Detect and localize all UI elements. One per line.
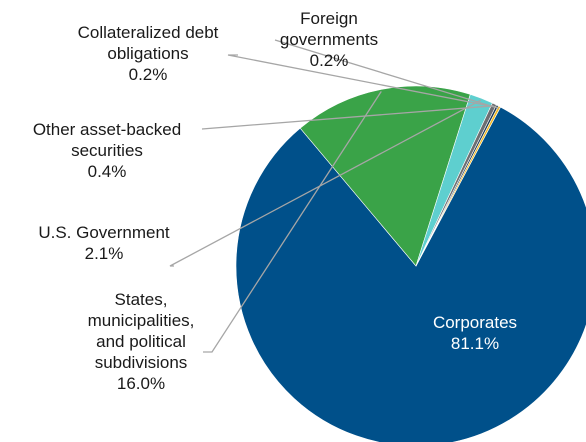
category-label-u-s-government-line-1: U.S. Government: [38, 223, 170, 242]
category-label-foreign-governments-line-2: governments: [280, 30, 378, 49]
leader-line-other-asset-backed-securities: [201, 105, 494, 130]
slice-states-municipalities-and-political-subdivisions: [299, 85, 471, 267]
leader-line-states-municipalities-and-political-subdivisions: [203, 91, 382, 353]
leader-line-collateralized-debt-obligations: [227, 54, 497, 108]
slice-labels: Corporates 81.1% States, municipalities, and…: [33, 9, 517, 393]
data-label-foreign-governments: 0.2%: [310, 51, 349, 70]
data-label-states-municipalities-and-political-subdivisions: 16.0%: [117, 374, 165, 393]
category-label-corporates-line-1: Corporates: [433, 313, 517, 332]
slice-corporates: [235, 106, 586, 442]
category-label-states-municipalities-and-political-subdivisions-line-1: States,: [115, 290, 168, 309]
slice-foreign-governments: [415, 105, 501, 267]
leader-line-foreign-governments: [274, 39, 499, 109]
data-label-corporates: 81.1%: [451, 334, 499, 353]
category-label-collateralized-debt-obligations-line-2: obligations: [107, 44, 188, 63]
category-label-states-municipalities-and-political-subdivisions-line-2: municipalities,: [88, 311, 195, 330]
category-label-states-municipalities-and-political-subdivisions-line-3: and political: [96, 332, 186, 351]
category-label-foreign-governments-line-1: Foreign: [300, 9, 358, 28]
category-label-collateralized-debt-obligations-line-1: Collateralized debt: [78, 23, 219, 42]
category-label-other-asset-backed-securities-line-1: Other asset-backed: [33, 120, 181, 139]
category-label-other-asset-backed-securities-line-2: securities: [71, 141, 143, 160]
data-label-other-asset-backed-securities: 0.4%: [88, 162, 127, 181]
data-label-collateralized-debt-obligations: 0.2%: [129, 65, 168, 84]
category-label-states-municipalities-and-political-subdivisions-line-4: subdivisions: [95, 353, 188, 372]
leader-lines: [169, 39, 499, 353]
data-label-u-s-government: 2.1%: [85, 244, 124, 263]
pie-slices: [235, 85, 586, 442]
leader-line-u-s-government: [169, 99, 482, 267]
